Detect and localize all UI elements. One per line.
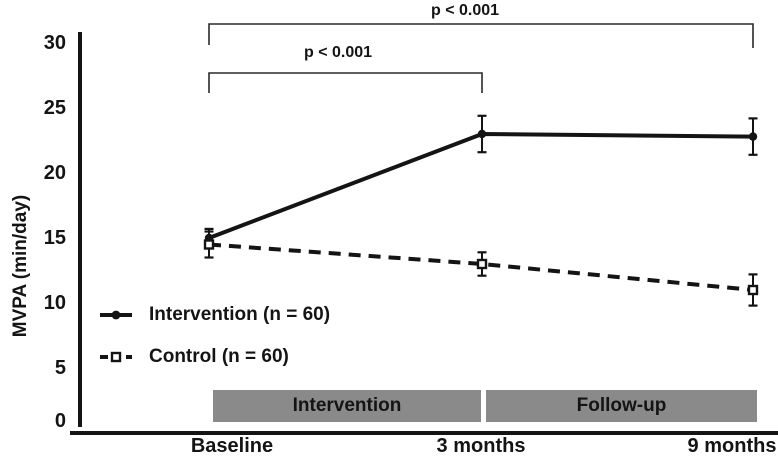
- phase-bar-followup: Follow-up: [486, 390, 757, 422]
- x-axis-line: [70, 431, 778, 435]
- legend-item-intervention: Intervention (n = 60): [99, 302, 330, 328]
- series-layer: [203, 114, 759, 307]
- marker-filled-circle: [477, 129, 487, 139]
- p-value-label-top: p < 0.001: [430, 2, 500, 19]
- p-value-label-inner: p < 0.001: [303, 44, 373, 61]
- significance-bracket-baseline-9months: [208, 23, 754, 48]
- x-category-label: Baseline: [190, 435, 274, 457]
- dashed-line-open-square-icon: [100, 351, 132, 363]
- y-tick-label: 25: [43, 97, 66, 119]
- y-axis-line: [78, 32, 82, 427]
- y-tick-label: 20: [43, 162, 66, 184]
- series-line-control: [208, 242, 754, 292]
- x-category-label: 3 months: [436, 435, 526, 457]
- legend-label-control: Control (n = 60): [149, 346, 289, 367]
- y-tick-label: 30: [43, 32, 66, 54]
- legend-item-control: Control (n = 60): [99, 344, 289, 370]
- marker-open-square: [747, 284, 759, 296]
- solid-line-filled-circle-icon: [100, 310, 132, 320]
- marker-filled-circle: [748, 132, 758, 141]
- y-tick-label: 0: [54, 410, 66, 432]
- phase-bar-followup-label: Follow-up: [576, 395, 667, 416]
- x-category-label: 9 months: [687, 435, 777, 457]
- y-tick-label: 10: [43, 292, 66, 314]
- marker-open-square: [476, 258, 488, 270]
- significance-bracket-baseline-3months: [208, 72, 483, 93]
- y-tick-label: 5: [54, 357, 66, 379]
- y-tick-label: 15: [43, 227, 66, 249]
- phase-bar-intervention-label: Intervention: [292, 395, 402, 416]
- legend-label-intervention: Intervention (n = 60): [149, 304, 331, 325]
- phase-bar-intervention: Intervention: [213, 390, 481, 422]
- marker-open-square: [203, 239, 215, 250]
